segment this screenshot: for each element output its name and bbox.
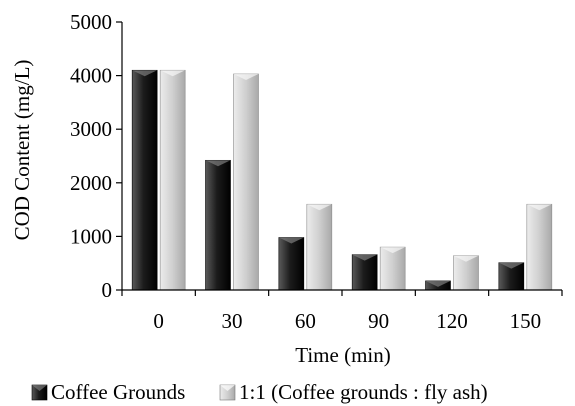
bar-bevel bbox=[498, 262, 524, 269]
bar-body bbox=[278, 237, 305, 291]
y-tick-label: 5000 bbox=[70, 10, 112, 34]
bar-coffee-grounds-150 bbox=[498, 262, 525, 291]
bar-bevel bbox=[380, 247, 406, 254]
bar-coffee-fly-ash-150 bbox=[526, 203, 553, 291]
bar-coffee-fly-ash-60 bbox=[306, 203, 333, 291]
bar-coffee-grounds-120 bbox=[425, 280, 451, 291]
x-tick-label: 0 bbox=[153, 309, 164, 333]
bar-bevel bbox=[205, 160, 231, 167]
bar-coffee-grounds-0 bbox=[131, 69, 158, 291]
y-ticks: 0 1000 2000 3000 4000 5000 bbox=[70, 10, 122, 302]
x-ticks: 0 30 60 90 120 150 bbox=[121, 290, 563, 333]
bar-body bbox=[233, 73, 259, 291]
bar-body bbox=[205, 159, 231, 291]
x-tick-label: 90 bbox=[368, 309, 389, 333]
legend-item-coffee-grounds: Coffee Grounds bbox=[31, 380, 185, 404]
legend: Coffee Grounds 1:1 (Coffee grounds : fly… bbox=[31, 380, 488, 404]
y-tick-label: 1000 bbox=[70, 224, 112, 248]
bar-body bbox=[379, 246, 406, 291]
bar-bevel bbox=[278, 237, 304, 244]
y-axis-title: COD Content (mg/L) bbox=[10, 60, 34, 241]
legend-label-coffee-fly-ash: 1:1 (Coffee grounds : fly ash) bbox=[239, 380, 488, 404]
x-axis-title: Time (min) bbox=[295, 343, 390, 367]
legend-swatch-bevel-coffee-grounds bbox=[32, 385, 47, 391]
x-tick-label: 150 bbox=[510, 309, 542, 333]
bar-coffee-grounds-90 bbox=[351, 254, 378, 291]
bar-bevel bbox=[233, 73, 259, 80]
bar-coffee-grounds-60 bbox=[278, 237, 305, 291]
bar-body bbox=[306, 203, 333, 291]
bar-body bbox=[131, 69, 158, 291]
x-tick-label: 120 bbox=[436, 309, 468, 333]
bar-bevel bbox=[453, 255, 479, 262]
bar-bevel bbox=[352, 254, 378, 261]
bar-body bbox=[526, 203, 553, 291]
axes bbox=[121, 22, 562, 291]
legend-label-coffee-grounds: Coffee Grounds bbox=[51, 380, 185, 404]
bar-bevel bbox=[160, 70, 186, 77]
bar-coffee-fly-ash-0 bbox=[159, 69, 186, 291]
y-tick-label: 2000 bbox=[70, 171, 112, 195]
bar-coffee-fly-ash-30 bbox=[233, 73, 259, 291]
bar-bevel bbox=[526, 204, 552, 211]
bar-coffee-fly-ash-120 bbox=[453, 255, 479, 291]
bar-bevel bbox=[425, 280, 451, 287]
y-tick-label: 3000 bbox=[70, 117, 112, 141]
bar-bevel bbox=[132, 70, 158, 77]
bar-coffee-grounds-30 bbox=[205, 159, 231, 291]
bar-coffee-fly-ash-90 bbox=[379, 246, 406, 291]
y-tick-label: 0 bbox=[102, 278, 113, 302]
legend-item-coffee-fly-ash: 1:1 (Coffee grounds : fly ash) bbox=[219, 380, 488, 404]
y-tick-label: 4000 bbox=[70, 64, 112, 88]
bars-group bbox=[131, 69, 553, 291]
x-tick-label: 30 bbox=[222, 309, 243, 333]
bar-bevel bbox=[306, 204, 332, 211]
x-tick-label: 60 bbox=[295, 309, 316, 333]
bar-body bbox=[159, 69, 186, 291]
legend-swatch-bevel-coffee-fly-ash bbox=[220, 385, 235, 391]
